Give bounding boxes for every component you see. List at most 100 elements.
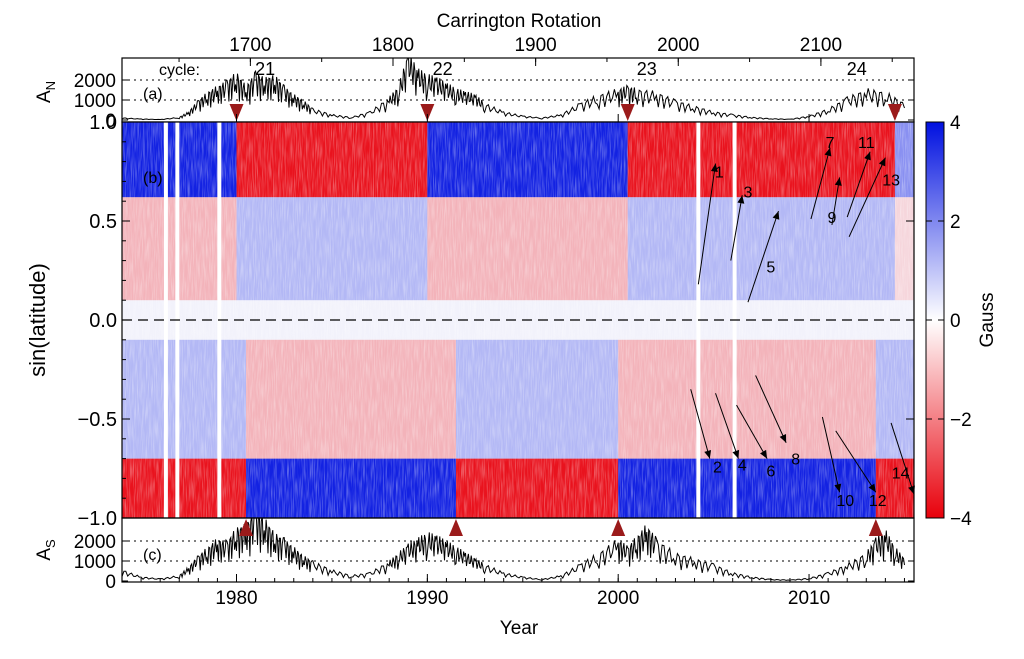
panel-c-reversal-markers (239, 519, 883, 536)
carrington-tick-label: 1800 (372, 35, 414, 56)
panel-b-ylabel: sin(latitude) (25, 263, 50, 377)
cycle-prefix: cycle: (159, 62, 200, 79)
surge-label-7: 7 (826, 135, 835, 152)
carrington-ticks: 1700 1800 1900 2000 2100 (178, 35, 893, 66)
year-tick-label: 1980 (215, 588, 257, 609)
surge-label-13: 13 (882, 172, 900, 189)
surge-arrow-2 (690, 389, 711, 459)
surge-label-3: 3 (744, 184, 753, 201)
panel-c-ylabel: AS (34, 539, 58, 561)
cycle-labels: 21 22 23 24 (255, 59, 867, 79)
panel-c-series-line (122, 518, 905, 581)
surge-arrow-8 (755, 375, 787, 443)
surge-label-11: 11 (858, 135, 875, 152)
surge-label-6: 6 (766, 463, 775, 480)
cycle-label: 21 (255, 59, 275, 79)
year-tick-label: 2000 (597, 588, 639, 609)
panel-a-series-line (122, 58, 905, 121)
reversal-marker-down (229, 104, 244, 121)
colorbar-label: Gauss (977, 293, 998, 348)
surge-arrowhead-13 (878, 157, 886, 167)
colorbar-tick-label: 0 (950, 311, 961, 332)
reversal-marker-up (611, 519, 626, 536)
year-tick-label: 1990 (406, 588, 448, 609)
reversal-marker-down (887, 104, 902, 121)
surge-arrowhead-1 (710, 163, 718, 172)
colorbar-ticks: −4 −2 0 2 4 (926, 113, 972, 530)
panel-b-y-ticks: −1.0 −0.5 0.0 0.5 1.0 (78, 112, 914, 530)
y-tick-label: −1.0 (78, 508, 117, 530)
carrington-tick-label: 1900 (514, 35, 556, 56)
panel-c-frame (121, 517, 915, 583)
surge-arrowhead-12 (868, 483, 876, 493)
carrington-axis: Carrington Rotation 1700 1800 1900 2000 2100 (178, 11, 893, 66)
surge-label-4: 4 (738, 458, 747, 475)
surge-arrow-10 (821, 416, 841, 493)
y-tick-label: 1000 (74, 552, 116, 573)
surge-arrowhead-6 (760, 449, 768, 459)
carrington-axis-title: Carrington Rotation (437, 11, 602, 32)
surge-arrow-1 (697, 163, 717, 285)
surge-arrowhead-11 (864, 151, 871, 161)
surge-arrow-6 (736, 404, 768, 459)
panel-a-reversal-markers (229, 104, 902, 121)
surge-label-2: 2 (713, 460, 722, 477)
reversal-marker-up (868, 519, 883, 536)
surge-arrow-4 (715, 393, 739, 459)
carrington-tick-label: 1700 (229, 35, 271, 56)
year-tick-label: 2010 (788, 588, 830, 609)
panel-a-ylabel: AN (34, 81, 58, 103)
surge-arrowhead-5 (772, 211, 780, 220)
surge-label-12: 12 (869, 493, 887, 510)
surge-arrow-9 (831, 177, 841, 226)
carrington-tick-label: 2100 (800, 35, 842, 56)
colorbar-tick-label: 4 (950, 113, 961, 134)
year-axis-title: Year (500, 618, 539, 639)
colorbar-tick-label: −2 (950, 410, 972, 431)
y-tick-label: 1000 (74, 91, 116, 112)
surge-arrow-12 (835, 430, 877, 493)
surge-arrowhead-8 (779, 434, 787, 443)
y-tick-label: 0.0 (89, 310, 117, 332)
surge-arrowhead-10 (834, 483, 842, 493)
y-tick-label: 0 (105, 572, 116, 593)
surge-arrowhead-2 (704, 449, 712, 459)
reversal-marker-up (448, 519, 463, 536)
cycle-label: 23 (637, 59, 657, 79)
cycle-label: 22 (433, 59, 453, 79)
surge-arrow-5 (747, 210, 779, 303)
panel-a-frame (121, 57, 915, 123)
reversal-marker-up (239, 519, 254, 536)
y-tick-label: 0.5 (89, 211, 117, 233)
panel-c-label: (c) (143, 547, 162, 564)
reversal-marker-down (420, 104, 435, 121)
colorbar-tick-label: 2 (950, 212, 961, 233)
reversal-marker-down (620, 104, 635, 121)
surge-arrow-14 (890, 422, 915, 495)
y-tick-label: 2000 (74, 71, 116, 92)
colorbar-tick-label: −4 (950, 509, 972, 530)
year-axis-ticks: 1980 1990 2000 2010 (140, 114, 905, 609)
surge-arrowhead-7 (824, 147, 832, 157)
y-tick-label: 2000 (74, 532, 116, 553)
surge-label-14: 14 (892, 465, 910, 482)
surge-arrowhead-3 (737, 195, 745, 204)
cycle-label: 24 (847, 59, 867, 79)
surge-label-1: 1 (715, 165, 724, 182)
panel-b-label: (b) (143, 170, 163, 187)
surge-label-5: 5 (766, 260, 775, 277)
y-tick-label: −0.5 (78, 409, 117, 431)
surge-arrowhead-14 (908, 485, 915, 495)
surge-arrow-3 (730, 195, 743, 261)
surge-arrow-7 (810, 147, 831, 220)
colorbar: −4 −2 0 2 4 Gauss (925, 113, 998, 530)
panel-a-label: (a) (143, 86, 163, 103)
y-tick-label: 1.0 (89, 112, 117, 134)
